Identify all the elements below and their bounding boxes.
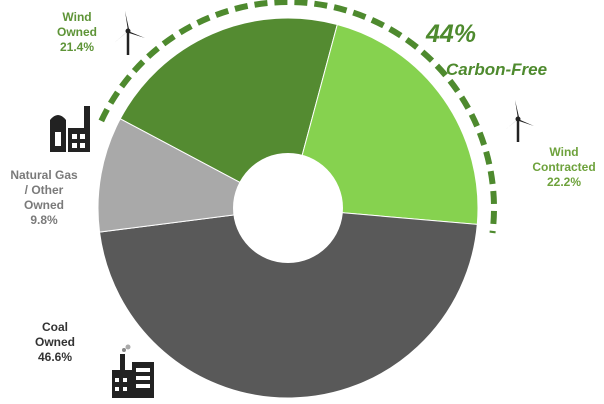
carbon-free-arc	[98, 0, 497, 234]
carbon-free-percent: 44%	[426, 20, 477, 48]
slice-wind-contracted	[287, 23, 479, 225]
slice-label-coal: Coal Owned 46.6%	[34, 320, 75, 364]
donut-hole	[233, 153, 343, 263]
wind-turbine-icon	[114, 11, 145, 55]
slice-label-natural-gas: Natural Gas / Other Owned 9.8%	[10, 168, 78, 227]
slice-coal-owned	[98, 207, 478, 399]
slice-label-wind-contracted: Wind Contracted 22.2%	[532, 145, 596, 189]
wind-turbine-icon	[505, 100, 534, 142]
carbon-free-label: Carbon-Free	[446, 60, 548, 79]
coal-plant-icon	[112, 344, 154, 398]
gas-plant-icon	[50, 106, 90, 152]
slice-label-wind-owned: Wind Owned 21.4%	[56, 10, 97, 54]
